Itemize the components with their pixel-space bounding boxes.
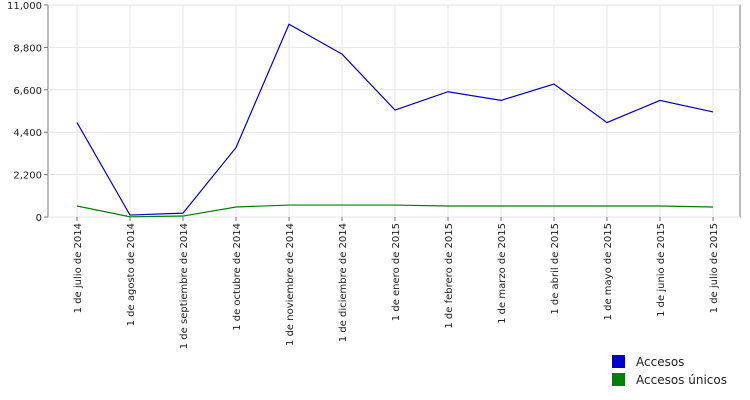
x-tick-label: 1 de agosto de 2014: [126, 223, 137, 326]
x-tick-label: 1 de junio de 2015: [656, 223, 667, 317]
x-tick-label: 1 de noviembre de 2014: [285, 223, 296, 346]
x-tick-label: 1 de enero de 2015: [391, 223, 402, 321]
x-tick-label: 1 de abril de 2015: [550, 223, 561, 315]
series-line: [76, 23, 714, 216]
x-tick-label: 1 de diciembre de 2014: [338, 223, 349, 342]
legend-swatch: [612, 355, 625, 368]
y-tick-label: 2,200: [13, 171, 42, 182]
series-line: [76, 204, 714, 218]
x-tick-label: 1 de febrero de 2015: [444, 223, 455, 329]
x-tick-label: 1 de septiembre de 2014: [179, 223, 190, 349]
x-tick-label: 1 de mayo de 2015: [603, 223, 614, 320]
legend-label: Accesos: [636, 355, 684, 369]
y-tick-label: 0: [36, 213, 42, 224]
y-tick-label: 4,400: [13, 128, 42, 139]
y-tick-label: 11,000: [7, 1, 42, 12]
plot-frame: [47, 4, 741, 218]
x-tick-label: 1 de marzo de 2015: [497, 223, 508, 324]
y-tick-label: 6,600: [13, 86, 42, 97]
y-tick-label: 8,800: [13, 43, 42, 54]
x-tick-label: 1 de octubre de 2014: [232, 223, 243, 331]
x-tick-label: 1 de julio de 2014: [73, 223, 84, 313]
x-tick-label: 1 de julio de 2015: [709, 223, 720, 313]
legend-swatch: [612, 373, 625, 386]
legend-label: Accesos únicos: [636, 373, 727, 387]
